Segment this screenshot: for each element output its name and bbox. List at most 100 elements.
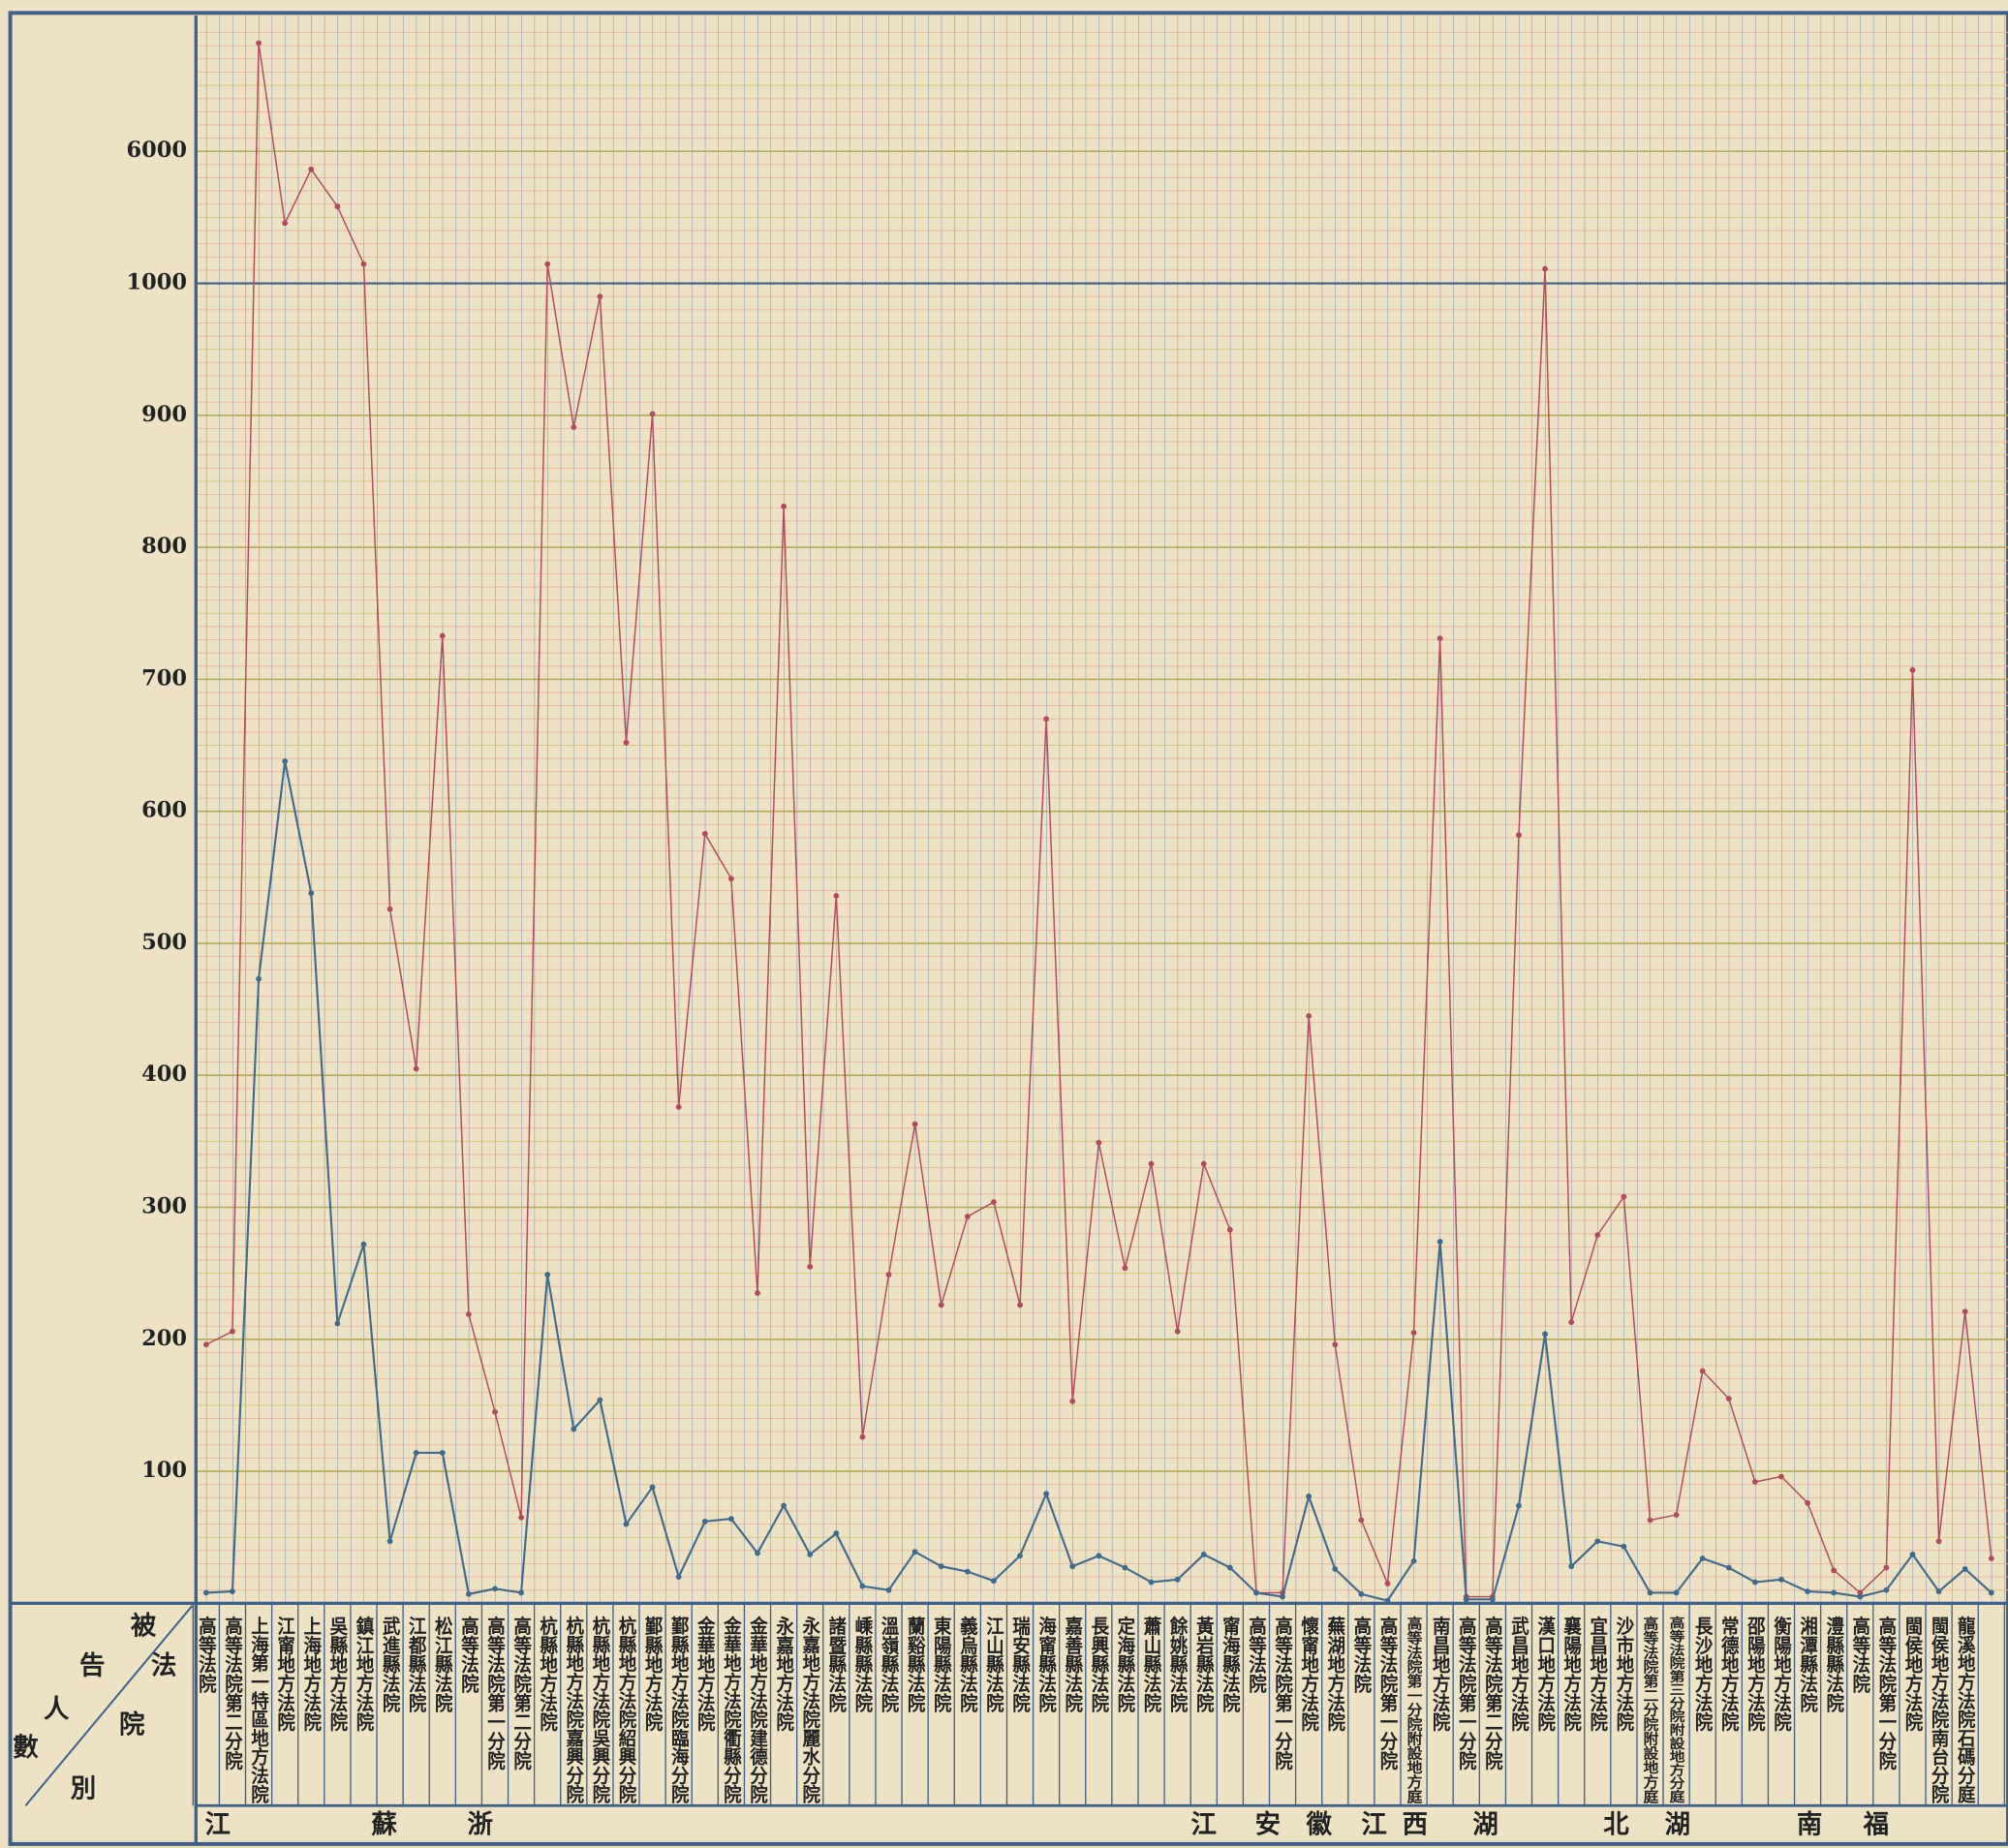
x-tick-label: 杭縣地方法院紹興分院 (616, 1616, 636, 1803)
x-tick-label: 高等法院第二分院 (222, 1616, 242, 1770)
data-point (1751, 1579, 1758, 1586)
data-point (1725, 1396, 1732, 1402)
data-point (230, 1328, 235, 1335)
x-tick-label: 高等法院 (1351, 1616, 1372, 1693)
data-point (308, 890, 315, 897)
x-tick-label: 高等法院第二分院 (1482, 1616, 1502, 1770)
x-tick-label: 南昌地方法院 (1430, 1616, 1450, 1732)
data-point (1673, 1512, 1680, 1518)
data-point (807, 1263, 814, 1270)
data-point (334, 1320, 341, 1327)
data-point (1436, 1239, 1443, 1245)
data-point (1831, 1589, 1838, 1596)
x-tick-label: 海甯縣法院 (1036, 1616, 1057, 1712)
y-tick-label: 100 (141, 1458, 187, 1483)
x-tick-label: 江山縣法院 (983, 1617, 1004, 1712)
x-tick-label: 湘潭縣法院 (1798, 1616, 1818, 1712)
data-point (833, 1530, 840, 1537)
x-tick-label: 高等法院第二分院附設地方庭 (1641, 1616, 1659, 1804)
x-tick-label: 閩侯地方法院 (1902, 1617, 1923, 1732)
data-point (439, 632, 446, 639)
data-point (413, 1450, 419, 1456)
x-tick-label: 江甯地方法院 (275, 1617, 295, 1732)
data-point (1988, 1555, 1994, 1561)
data-point (1647, 1517, 1653, 1524)
x-tick-label: 武進縣法院 (380, 1617, 400, 1712)
y-tick-label: 600 (141, 798, 187, 823)
x-tick-label: 東陽縣法院 (931, 1616, 951, 1712)
data-point (1069, 1563, 1076, 1570)
y-tick-label: 700 (141, 665, 187, 691)
province-label: 浙 (468, 1809, 493, 1839)
province-label: 徽 (1306, 1809, 1333, 1839)
data-point (807, 1552, 814, 1557)
province-label: 江 (1191, 1809, 1217, 1839)
province-label: 南 (1797, 1809, 1822, 1839)
data-point (623, 739, 630, 746)
data-point (1725, 1564, 1732, 1571)
data-point (1148, 1160, 1155, 1167)
data-point (727, 1516, 734, 1523)
data-point (1463, 1596, 1469, 1603)
data-point (230, 1588, 235, 1594)
data-point (465, 1590, 472, 1597)
province-label: 安 (1255, 1809, 1281, 1839)
x-tick-label: 衡陽地方法院 (1771, 1616, 1791, 1732)
x-tick-label: 諸暨縣法院 (826, 1616, 847, 1712)
data-point (1332, 1341, 1339, 1348)
data-point (781, 1502, 788, 1509)
x-tick-label: 高等法院 (1246, 1616, 1266, 1693)
data-point (701, 830, 708, 837)
x-tick-label: 松江縣法院 (432, 1616, 452, 1712)
x-tick-label: 鎮江地方法院 (354, 1616, 374, 1732)
x-tick-label: 龍溪地方法院石碼分庭 (1955, 1616, 1976, 1804)
x-tick-label: 吳縣地方法院 (327, 1617, 348, 1732)
province-label: 江 (1361, 1809, 1386, 1839)
column-header: 院 (119, 1709, 145, 1740)
x-tick-label: 金華地方法院建德分院 (748, 1616, 769, 1803)
x-tick-label: 瑞安縣法院 (1010, 1616, 1031, 1712)
x-tick-label: 嘉善縣法院 (1063, 1617, 1083, 1712)
data-point (282, 220, 289, 227)
x-tick-label: 金華地方法院 (695, 1616, 716, 1732)
province-label: 江 (205, 1809, 231, 1839)
data-point (571, 1426, 577, 1432)
data-point (1778, 1576, 1784, 1583)
x-tick-label: 漢口地方法院 (1535, 1616, 1556, 1732)
data-point (1043, 1491, 1050, 1497)
y-tick-label: 500 (141, 930, 187, 955)
data-point (334, 203, 341, 210)
x-tick-label: 高等法院第一分院 (1456, 1616, 1476, 1770)
x-tick-label: 閩侯地方法院南台分院 (1929, 1617, 1949, 1803)
data-point (256, 40, 262, 46)
data-point (282, 757, 289, 764)
data-point (1226, 1226, 1233, 1233)
province-label: 西 (1403, 1809, 1428, 1839)
data-point (991, 1578, 997, 1585)
data-point (1935, 1538, 1942, 1545)
data-point (727, 876, 734, 882)
data-point (360, 1241, 367, 1247)
data-point (439, 1450, 446, 1456)
data-point (885, 1586, 892, 1593)
y-tick-label: 6000 (126, 138, 187, 163)
outer-border (8, 11, 2008, 1846)
data-point (1883, 1586, 1890, 1593)
data-point (781, 503, 788, 509)
data-point (1358, 1590, 1365, 1597)
x-tick-label: 鄞縣地方法院 (642, 1616, 663, 1732)
data-point (1962, 1566, 1968, 1572)
x-tick-label: 澧縣縣法院 (1824, 1616, 1844, 1712)
data-point (964, 1568, 971, 1575)
data-point (1306, 1012, 1313, 1019)
y-tick-label: 300 (141, 1194, 187, 1219)
data-point (1096, 1139, 1102, 1146)
x-tick-label: 沙市地方法院 (1614, 1617, 1634, 1732)
data-point (1358, 1517, 1365, 1524)
x-tick-label: 義烏縣法院 (957, 1616, 977, 1712)
y-tick-label: 400 (141, 1062, 187, 1087)
x-tick-label: 懷甯地方法院 (1299, 1616, 1319, 1732)
x-tick-label: 嵊縣縣法院 (852, 1616, 873, 1712)
data-point (1594, 1538, 1601, 1545)
data-point (1699, 1555, 1706, 1561)
